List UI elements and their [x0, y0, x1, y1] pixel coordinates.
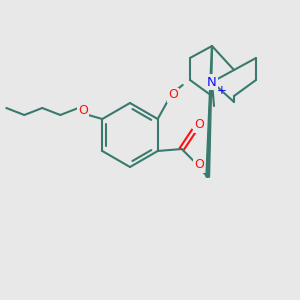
Text: O: O — [78, 104, 88, 118]
Text: +: + — [217, 83, 227, 97]
Polygon shape — [206, 46, 212, 177]
Text: O: O — [194, 118, 204, 131]
Text: O: O — [168, 88, 178, 101]
Text: O: O — [194, 158, 204, 172]
Text: N: N — [207, 76, 217, 88]
